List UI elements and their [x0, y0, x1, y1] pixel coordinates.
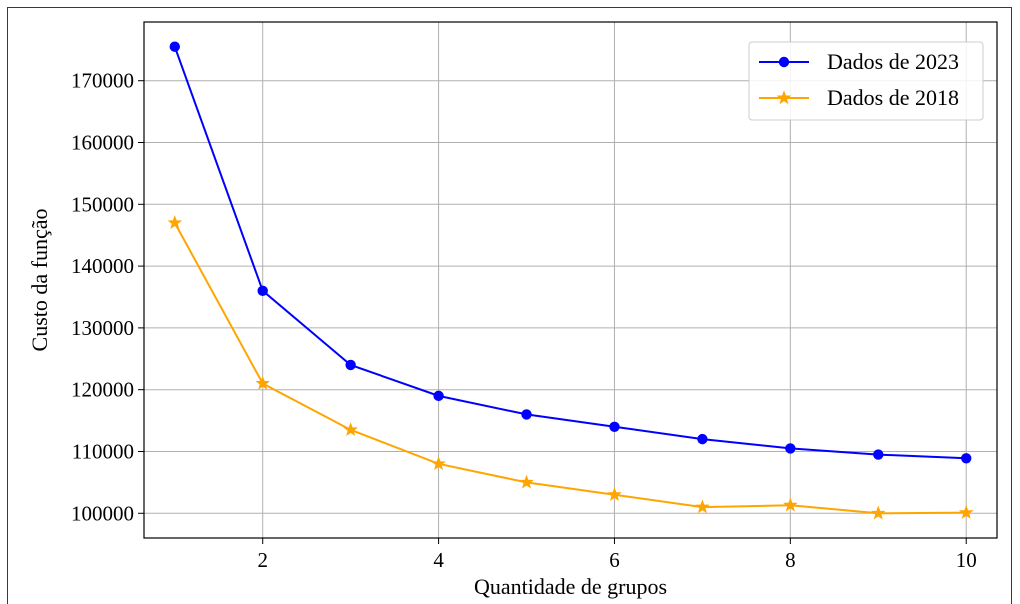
data-point: [958, 505, 974, 519]
x-tick-label: 6: [609, 548, 620, 572]
y-tick-label: 110000: [72, 439, 134, 463]
plot-area-border: [143, 21, 998, 539]
data-point: [521, 409, 532, 420]
data-point: [783, 497, 798, 512]
data-point: [255, 375, 271, 390]
x-tick-label: 2: [257, 548, 268, 572]
grid: [144, 22, 997, 538]
series-line: [173, 222, 967, 515]
legend-label: Dados de 2023: [827, 49, 959, 74]
data-point: [873, 449, 884, 460]
legend-marker: [778, 56, 790, 68]
data-point: [169, 41, 180, 52]
data-point: [697, 433, 708, 445]
data-point: [433, 390, 444, 402]
data-point: [167, 215, 183, 230]
legend-label: Dados de 2018: [827, 85, 959, 110]
series-line: [173, 46, 967, 460]
data-point: [785, 443, 796, 454]
x-tick-label: 8: [785, 548, 796, 572]
y-tick-label: 120000: [71, 378, 134, 402]
legend: Dados de 2023 Dados de 2018: [748, 41, 984, 121]
data-point: [961, 453, 972, 464]
series-1: [167, 215, 974, 520]
data-point: [431, 456, 446, 471]
y-axis-title: Custo da função: [27, 209, 52, 352]
legend-marker: [776, 90, 792, 105]
legend-item: Dados de 2018: [759, 85, 959, 110]
x-axis-title: Quantidade de grupos: [474, 574, 667, 599]
y-tick-label: 150000: [71, 192, 134, 216]
data-point: [870, 505, 886, 520]
data-point: [695, 499, 710, 514]
legend-item: Dados de 2023: [759, 49, 959, 74]
data-point: [519, 474, 534, 489]
series-layer: [167, 41, 974, 520]
data-point: [607, 487, 622, 501]
data-point: [609, 421, 620, 432]
y-tick-label: 130000: [71, 316, 134, 340]
x-tick-label: 10: [956, 548, 977, 572]
series-0: [169, 41, 972, 464]
x-tick-label: 4: [433, 548, 444, 572]
y-tick-label: 170000: [71, 69, 134, 93]
y-tick-label: 160000: [71, 131, 134, 155]
axis-ticks: 2 4 6 8 10 100000 110000 120000 130000 140000 1500…: [71, 69, 977, 572]
y-tick-label: 100000: [71, 501, 134, 525]
data-point: [257, 285, 268, 297]
data-point: [345, 359, 356, 371]
data-point: [343, 422, 358, 437]
y-tick-label: 140000: [71, 254, 134, 278]
